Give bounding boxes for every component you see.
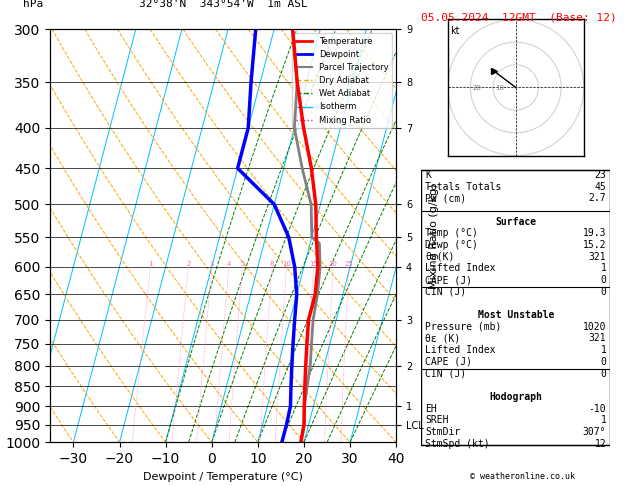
Text: 8: 8 <box>270 261 274 267</box>
Text: 23: 23 <box>594 170 606 180</box>
Text: θε (K): θε (K) <box>425 333 460 344</box>
Text: 10: 10 <box>282 261 291 267</box>
X-axis label: Dewpoint / Temperature (°C): Dewpoint / Temperature (°C) <box>143 471 303 482</box>
Text: 3: 3 <box>209 261 214 267</box>
Text: hPa: hPa <box>23 0 43 8</box>
Text: 20: 20 <box>472 85 482 91</box>
Text: 321: 321 <box>589 252 606 261</box>
Text: Surface: Surface <box>495 217 537 226</box>
Text: StmSpd (kt): StmSpd (kt) <box>425 439 490 449</box>
Text: Totals Totals: Totals Totals <box>425 182 501 191</box>
Text: Lifted Index: Lifted Index <box>425 263 496 273</box>
Text: CAPE (J): CAPE (J) <box>425 357 472 367</box>
Text: 12: 12 <box>594 439 606 449</box>
Text: 20: 20 <box>328 261 338 267</box>
Text: Most Unstable: Most Unstable <box>477 310 554 320</box>
Text: EH: EH <box>425 403 437 414</box>
Text: CIN (J): CIN (J) <box>425 368 466 379</box>
Text: CAPE (J): CAPE (J) <box>425 275 472 285</box>
Text: 0: 0 <box>601 368 606 379</box>
Text: 0: 0 <box>601 357 606 367</box>
Text: -10: -10 <box>589 403 606 414</box>
Text: 45: 45 <box>594 182 606 191</box>
Text: θε(K): θε(K) <box>425 252 455 261</box>
Text: Dewp (°C): Dewp (°C) <box>425 240 478 250</box>
Text: 1: 1 <box>601 345 606 355</box>
Text: 32°38'N  343°54'W  1m ASL: 32°38'N 343°54'W 1m ASL <box>139 0 308 8</box>
Text: 10: 10 <box>496 85 504 91</box>
Y-axis label: Mixing Ratio (g/kg): Mixing Ratio (g/kg) <box>430 183 439 289</box>
Text: 2: 2 <box>186 261 191 267</box>
Text: SREH: SREH <box>425 416 448 425</box>
Text: 1020: 1020 <box>583 322 606 332</box>
Text: Hodograph: Hodograph <box>489 392 542 402</box>
Text: CIN (J): CIN (J) <box>425 287 466 297</box>
Text: K: K <box>425 170 431 180</box>
Text: Temp (°C): Temp (°C) <box>425 228 478 238</box>
Text: kt: kt <box>450 26 460 36</box>
Text: StmDir: StmDir <box>425 427 460 437</box>
Text: 5: 5 <box>240 261 245 267</box>
Text: 2.7: 2.7 <box>589 193 606 203</box>
Text: PW (cm): PW (cm) <box>425 193 466 203</box>
Text: 307°: 307° <box>583 427 606 437</box>
Text: 25: 25 <box>344 261 353 267</box>
Text: 15: 15 <box>309 261 318 267</box>
Text: 4: 4 <box>226 261 231 267</box>
Text: 19.3: 19.3 <box>583 228 606 238</box>
Text: © weatheronline.co.uk: © weatheronline.co.uk <box>470 472 574 481</box>
Text: 321: 321 <box>589 333 606 344</box>
Text: Pressure (mb): Pressure (mb) <box>425 322 501 332</box>
Text: 0: 0 <box>601 287 606 297</box>
Text: 0: 0 <box>601 275 606 285</box>
Text: 05.05.2024  12GMT  (Base: 12): 05.05.2024 12GMT (Base: 12) <box>421 12 617 22</box>
Text: 15.2: 15.2 <box>583 240 606 250</box>
Text: 1: 1 <box>148 261 153 267</box>
Text: 1: 1 <box>601 263 606 273</box>
Legend: Temperature, Dewpoint, Parcel Trajectory, Dry Adiabat, Wet Adiabat, Isotherm, Mi: Temperature, Dewpoint, Parcel Trajectory… <box>292 34 392 128</box>
Text: Lifted Index: Lifted Index <box>425 345 496 355</box>
Text: 1: 1 <box>601 416 606 425</box>
